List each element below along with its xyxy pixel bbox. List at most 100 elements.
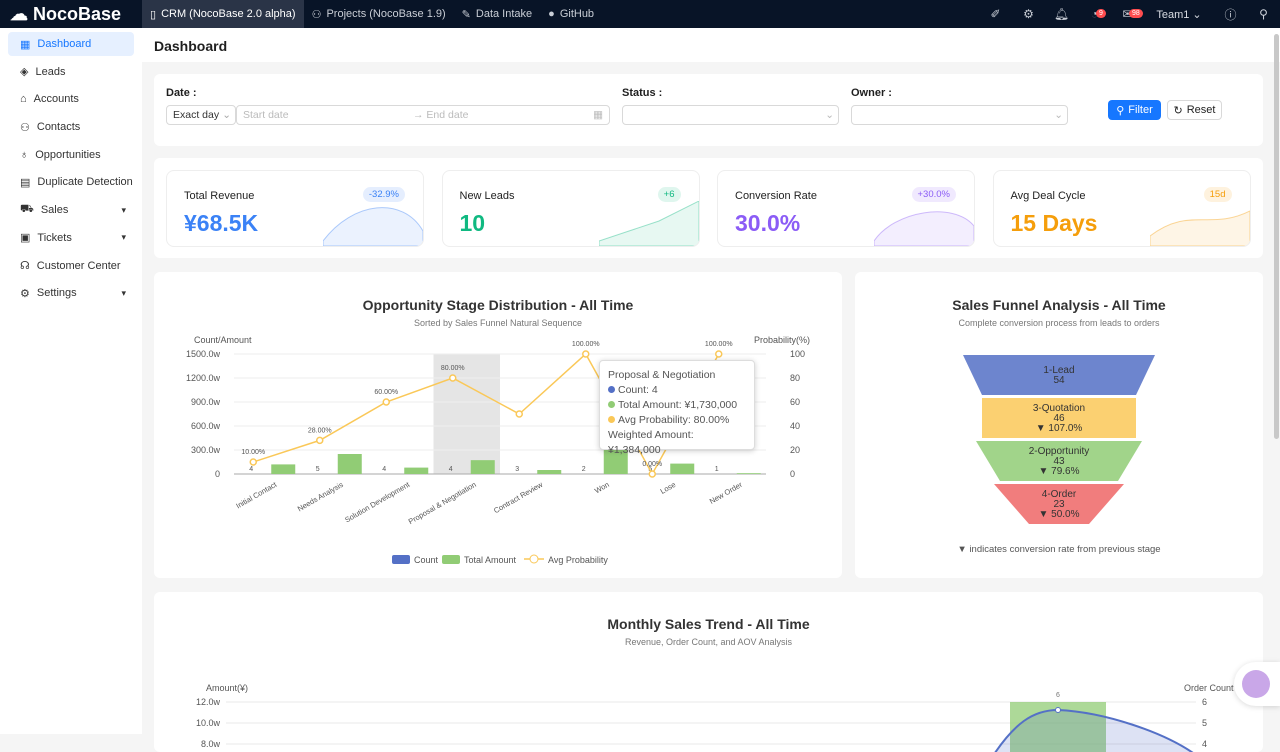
- amount-bar: [470, 460, 495, 474]
- tab-github[interactable]: ● GitHub: [540, 0, 602, 28]
- sidebar-item-duplicate-detection[interactable]: ▤ Duplicate Detection: [8, 170, 134, 194]
- tasks-icon[interactable]: ◔ 9: [1078, 7, 1111, 21]
- stage-value: 43: [1053, 456, 1065, 467]
- sidebar-item-opportunities[interactable]: ♁ Opportunities: [8, 143, 134, 167]
- owner-label: Owner :: [851, 87, 892, 99]
- probability-label: 10.00%: [241, 449, 265, 456]
- sidebar-item-label: Sales: [40, 204, 69, 217]
- y-tick: 600.0w: [191, 421, 221, 431]
- funnel-stage: [976, 441, 1142, 481]
- sidebar-item-label: Duplicate Detection: [37, 176, 133, 189]
- probability-point: [715, 350, 723, 358]
- tab-crm[interactable]: ▯ CRM (NocoBase 2.0 alpha): [142, 0, 304, 28]
- date-range-input[interactable]: Start date → End date ▦: [236, 105, 610, 125]
- file-icon: ▯: [150, 8, 157, 21]
- kpi-sparkline: [323, 207, 423, 246]
- end-date-input[interactable]: End date: [426, 109, 469, 121]
- y-tick: 12.0w: [196, 697, 221, 707]
- sidebar-item-settings[interactable]: ⚙ Settings ▾: [8, 281, 134, 305]
- chart-title: Monthly Sales Trend - All Time: [607, 616, 810, 632]
- reload-icon: ↻: [1173, 104, 1183, 117]
- cart-icon: ⛟: [20, 203, 34, 216]
- legend-item: Count: [414, 555, 439, 565]
- kpi-badge: +6: [657, 187, 681, 202]
- tooltip-count: Count: 4: [618, 384, 658, 396]
- funnel-note: ▼ indicates conversion rate from previou…: [957, 544, 1161, 555]
- sales-funnel-chart: Sales Funnel Analysis - All Time Complet…: [855, 272, 1263, 578]
- filter-button[interactable]: ⚲ Filter: [1108, 100, 1161, 120]
- edit-icon: ✎: [461, 8, 471, 21]
- date-label: Date :: [166, 87, 197, 99]
- date-mode-select[interactable]: Exact day ⌄: [166, 105, 236, 125]
- funnel-stage: [994, 484, 1124, 524]
- stage-value: 46: [1053, 413, 1065, 424]
- reset-button[interactable]: ↻ Reset: [1167, 100, 1222, 120]
- tab-data-intake[interactable]: ✎ Data Intake: [454, 0, 540, 28]
- probability-point: [316, 436, 324, 445]
- stage-rate: ▼ 50.0%: [1038, 509, 1079, 520]
- team-switcher[interactable]: Team1 ⌄: [1156, 8, 1202, 21]
- mail-icon[interactable]: ✉ 98: [1111, 7, 1144, 21]
- chart-subtitle: Revenue, Order Count, and AOV Analysis: [624, 637, 793, 647]
- count-label: 5: [316, 466, 320, 473]
- chart-subtitle: Complete conversion process from leads t…: [958, 318, 1160, 328]
- arrow-right-icon: →: [413, 109, 427, 121]
- probability-line: [253, 352, 720, 476]
- stage-rate: ▼ 79.6%: [1038, 466, 1079, 477]
- bulb-icon: ♁: [20, 148, 29, 161]
- stage-rate: ▼ 107.0%: [1036, 423, 1083, 434]
- chevron-down-icon: ▾: [121, 204, 126, 215]
- chevron-down-icon: ⌄: [825, 109, 834, 121]
- sidebar-item-tickets[interactable]: ▣ Tickets ▾: [8, 226, 134, 250]
- y-axis-title: Count/Amount: [194, 335, 252, 345]
- stage-name: 1-Lead: [1043, 365, 1074, 376]
- contacts-icon: ⚇: [20, 121, 30, 134]
- scrollbar[interactable]: [1274, 34, 1279, 439]
- sidebar-item-label: Opportunities: [35, 148, 101, 161]
- x-tick: Initial Contact: [234, 479, 279, 510]
- sidebar-item-label: Tickets: [37, 231, 72, 244]
- logo[interactable]: ☁ NocoBase: [0, 4, 142, 25]
- monthly-plot: Amount(¥)Order Count12.0w610.0w58.0w4333…: [196, 683, 1234, 752]
- sidebar-item-sales[interactable]: ⛟ Sales ▾: [8, 198, 134, 222]
- tab-projects[interactable]: ⚇ Projects (NocoBase 1.9): [304, 0, 454, 28]
- kpi-value: 10: [459, 210, 486, 236]
- sidebar-item-leads[interactable]: ◈ Leads: [8, 60, 134, 84]
- amount-bar: [337, 454, 362, 474]
- sidebar-item-customer-center[interactable]: ☊ Customer Center: [8, 254, 134, 278]
- sidebar-item-contacts[interactable]: ⚇ Contacts: [8, 115, 134, 139]
- probability-point: [449, 374, 457, 382]
- sidebar-item-accounts[interactable]: ⌂ Accounts: [8, 87, 134, 111]
- start-date-input[interactable]: Start date: [243, 109, 289, 121]
- search-file-icon: ▤: [20, 176, 31, 189]
- funnel-stage: [982, 398, 1136, 438]
- kpi-sparkline: [1149, 210, 1250, 246]
- mail-badge: 98: [1129, 9, 1143, 18]
- probability-point: [582, 350, 590, 358]
- count-label: 4: [449, 466, 453, 473]
- theme-icon[interactable]: ✐: [990, 7, 1001, 21]
- probability-label: 80.00%: [441, 365, 465, 372]
- y-tick: 10.0w: [196, 718, 221, 728]
- legend-item: Total Amount: [464, 555, 517, 565]
- probability-label: 28.00%: [308, 427, 332, 434]
- amount-bar: [271, 464, 296, 474]
- kpi-card: New Leads 10 +6: [441, 170, 700, 247]
- sidebar-item-dashboard[interactable]: ▦ Dashboard: [8, 32, 134, 56]
- tooltip-probability: Avg Probability: 80.00%: [618, 414, 730, 426]
- owner-select[interactable]: ⌄: [851, 105, 1068, 125]
- kpi-sparkline: [874, 211, 974, 246]
- status-select[interactable]: ⌄: [622, 105, 839, 125]
- user-icon[interactable]: ⚲: [1259, 7, 1268, 21]
- assistant-button[interactable]: [1234, 662, 1280, 706]
- date-mode-value: Exact day: [173, 109, 220, 121]
- amount-dot: [608, 401, 615, 408]
- probability-label: 0.00%: [642, 461, 662, 468]
- help-icon[interactable]: ⓘ: [1224, 7, 1237, 22]
- bell-icon[interactable]: 🔔︎: [1053, 7, 1070, 21]
- ticket-icon: ▣: [20, 232, 31, 245]
- y-axis-title: Amount(¥): [206, 683, 248, 693]
- chart-tooltip: Proposal & Negotiation Count: 4 Total Am…: [599, 360, 755, 456]
- gear-icon[interactable]: ⚙: [1023, 7, 1034, 21]
